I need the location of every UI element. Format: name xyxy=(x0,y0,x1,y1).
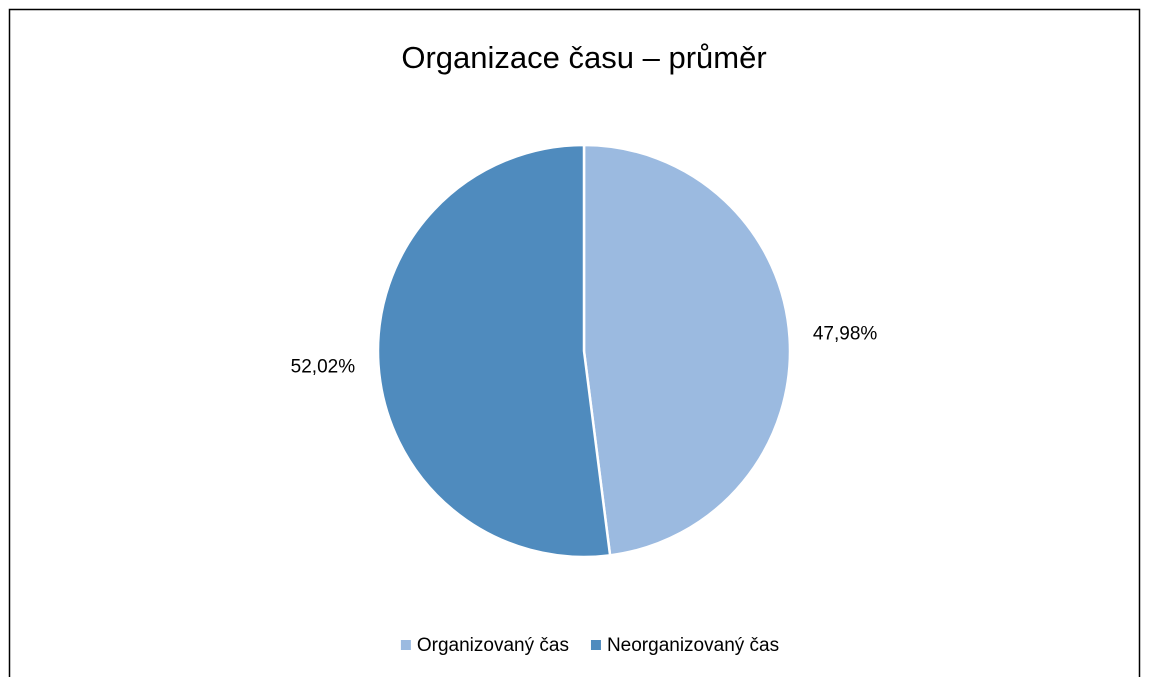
legend-label: Neorganizovaný čas xyxy=(607,635,779,656)
data-label: 47,98% xyxy=(813,323,878,344)
pie-slice xyxy=(582,143,792,557)
data-label: 52,02% xyxy=(291,357,356,378)
legend-label: Organizovaný čas xyxy=(417,635,569,656)
chart-border xyxy=(8,8,1141,677)
legend-swatch xyxy=(400,640,411,650)
legend-swatch xyxy=(590,640,601,650)
pie-slice xyxy=(376,143,612,559)
chart-title: Organizace času – průměr xyxy=(401,40,766,75)
